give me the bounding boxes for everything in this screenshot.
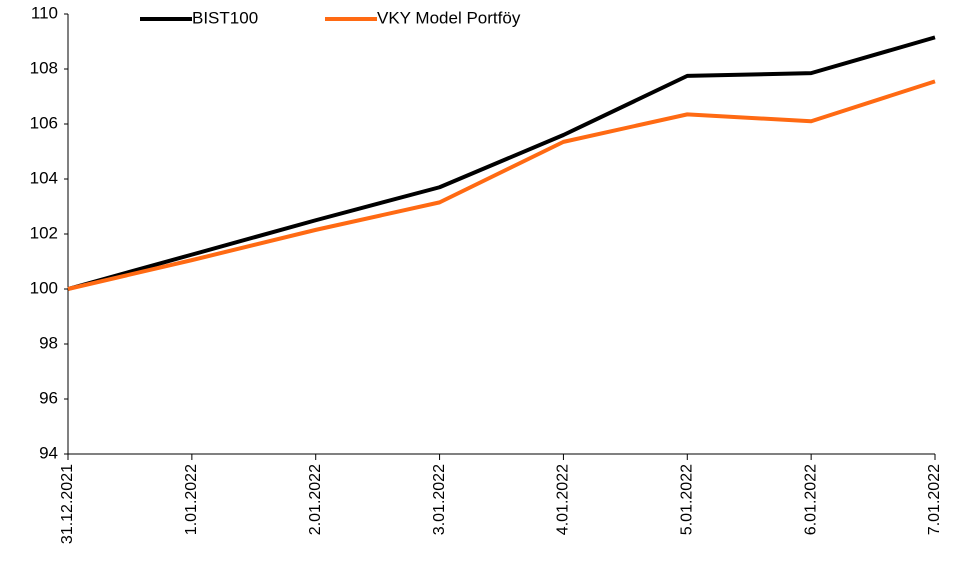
x-tick-label: 5.01.2022 [679,464,696,535]
y-tick-label: 104 [30,168,58,187]
legend-label: BIST100 [192,8,258,27]
x-tick-label: 7.01.2022 [926,464,943,535]
x-tick-label: 6.01.2022 [802,464,819,535]
y-tick-label: 106 [30,113,58,132]
y-tick-label: 98 [39,333,58,352]
x-tick-label: 31.12.2021 [59,464,76,544]
y-tick-label: 96 [39,388,58,407]
y-tick-label: 100 [30,278,58,297]
y-tick-label: 110 [31,3,58,22]
y-tick-label: 94 [39,443,58,462]
series-line [67,35,936,291]
y-tick-label: 108 [30,58,58,77]
series-line [67,79,936,291]
x-tick-label: 4.01.2022 [555,464,572,535]
x-tick-label: 2.01.2022 [307,464,324,535]
legend-label: VKY Model Portföy [377,8,521,27]
x-tick-label: 1.01.2022 [183,464,200,535]
y-tick-label: 102 [30,223,58,242]
x-tick-label: 3.01.2022 [431,464,448,535]
